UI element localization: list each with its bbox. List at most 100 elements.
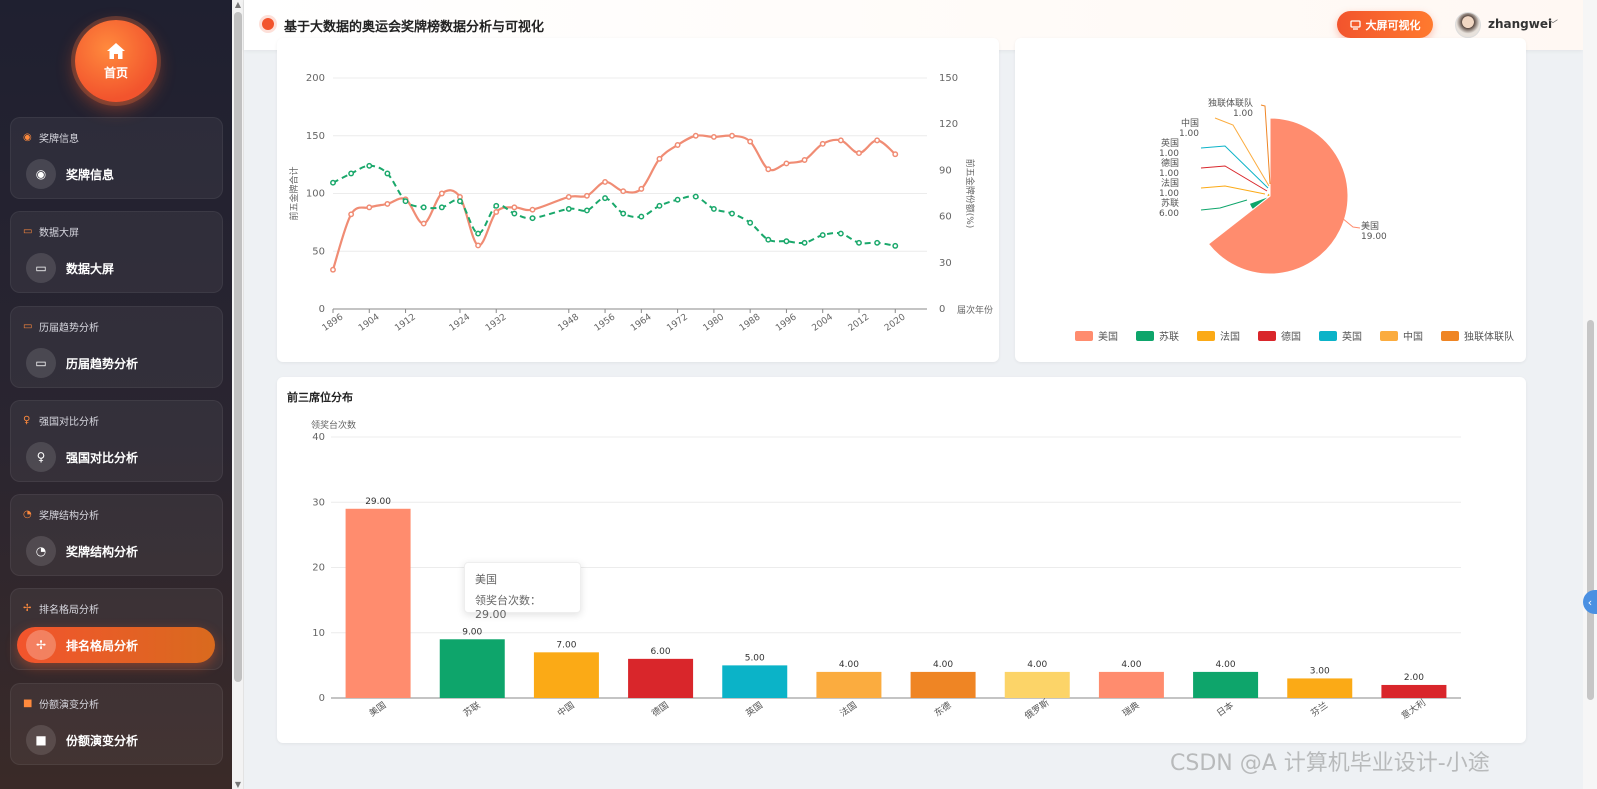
bar-value-label: 4.00 bbox=[1121, 660, 1141, 670]
y-right-tick-label: 60 bbox=[939, 212, 952, 223]
bar bbox=[1381, 684, 1447, 698]
sidebar-item-label: 奖牌信息 bbox=[66, 167, 115, 182]
medal-pie-chart: 美国19.00苏联6.00法国1.00德国1.00英国1.00中国1.00独联体… bbox=[1075, 97, 1514, 343]
scrollbar-thumb[interactable] bbox=[234, 12, 242, 682]
medal-icon: ◉ bbox=[23, 131, 32, 143]
menu-group: ▭ 数据大屏 ▭ 数据大屏 bbox=[10, 211, 223, 293]
scroll-up-icon[interactable]: ▲ bbox=[234, 0, 242, 9]
pie-leader-line bbox=[1200, 145, 1269, 189]
x-tick-label: 日本 bbox=[1214, 699, 1236, 719]
gold-total-point bbox=[529, 206, 536, 213]
pie-label-name: 中国 bbox=[1181, 117, 1199, 129]
pie-leader-line bbox=[1200, 199, 1248, 211]
page-scrollbar-thumb[interactable] bbox=[1587, 320, 1594, 700]
sidebar-item[interactable]: ▭ 数据大屏 bbox=[17, 250, 215, 286]
x-tick-label: 1932 bbox=[484, 312, 508, 333]
sidebar-item[interactable]: ◉ 奖牌信息 bbox=[17, 156, 215, 192]
bar-value-label: 5.00 bbox=[745, 653, 765, 663]
x-tick-label: 美国 bbox=[367, 699, 389, 719]
y-tick-label: 30 bbox=[312, 497, 325, 508]
chevron-down-icon[interactable]: ﹀ bbox=[1548, 20, 1558, 31]
pie-label-name: 苏联 bbox=[1161, 197, 1179, 209]
gold-total-point bbox=[583, 192, 590, 199]
x-tick-label: 1896 bbox=[321, 312, 346, 333]
sidebar-item[interactable]: ▭ 历届趋势分析 bbox=[17, 345, 215, 381]
menu-group: ◔ 奖牌结构分析 ◔ 奖牌结构分析 bbox=[10, 494, 223, 576]
pie-label-value: 19.00 bbox=[1361, 232, 1387, 242]
gold-total-point bbox=[384, 200, 391, 207]
sidebar-item-label: 历届趋势分析 bbox=[66, 356, 139, 371]
screen-icon bbox=[1349, 19, 1361, 30]
gold-total-point bbox=[874, 137, 881, 144]
gold-total-point bbox=[565, 194, 572, 200]
pie-icon: ◔ bbox=[23, 508, 32, 520]
y-tick-label: 20 bbox=[312, 563, 325, 574]
page-scrollbar[interactable] bbox=[1583, 0, 1597, 789]
gold-share-point bbox=[602, 195, 609, 202]
y-right-tick-label: 0 bbox=[939, 304, 945, 315]
legend-label: 法国 bbox=[1220, 330, 1240, 343]
sidebar-item[interactable]: ♀ 强国对比分析 bbox=[17, 439, 215, 475]
legend-swatch bbox=[1258, 331, 1276, 341]
x-tick-label: 1996 bbox=[774, 312, 799, 333]
gold-share-point bbox=[348, 170, 355, 177]
sidebar-item-label: 份额演变分析 bbox=[66, 733, 139, 748]
home-button[interactable]: 首页 bbox=[75, 20, 157, 102]
pie-label-value: 6.00 bbox=[1159, 209, 1179, 219]
x-tick-label: 东德 bbox=[932, 699, 954, 719]
menu-group: ✢ 排名格局分析 ✢ 排名格局分析 bbox=[10, 588, 223, 670]
pie-slice-ussr bbox=[1248, 195, 1271, 211]
legend-swatch bbox=[1319, 331, 1337, 341]
avatar[interactable] bbox=[1455, 12, 1481, 38]
menu-group: ◉ 奖牌信息 ◉ 奖牌信息 bbox=[10, 117, 223, 199]
pie-label-value: 1.00 bbox=[1159, 149, 1179, 159]
gold-share-line bbox=[332, 164, 896, 247]
watermark: CSDN @A 计算机毕业设计-小途 bbox=[1170, 751, 1490, 776]
x-tick-label: 2020 bbox=[883, 312, 908, 333]
collapse-chevron-icon[interactable]: ‹ bbox=[1583, 590, 1597, 614]
pie-label-name: 独联体联队 bbox=[1208, 97, 1253, 109]
pie-label-name: 德国 bbox=[1161, 157, 1179, 169]
sidebar-item[interactable]: ◔ 奖牌结构分析 bbox=[17, 533, 215, 569]
gold-share-point bbox=[692, 193, 699, 200]
tooltip-value: 领奖台次数：29.00 bbox=[475, 594, 541, 621]
home-label: 首页 bbox=[103, 65, 128, 80]
bar-value-label: 4.00 bbox=[839, 660, 859, 670]
big-screen-button[interactable]: 大屏可视化 bbox=[1337, 11, 1433, 38]
gold-total-point bbox=[602, 179, 609, 185]
bar bbox=[533, 652, 599, 698]
gold-share-point bbox=[674, 196, 681, 203]
scroll-down-icon[interactable]: ▼ bbox=[234, 780, 242, 789]
screen-icon: ▭ bbox=[26, 253, 56, 283]
sidebar-scrollbar[interactable]: ▲ ▼ bbox=[232, 0, 244, 789]
bar-value-label: 3.00 bbox=[1310, 666, 1330, 676]
gold-total-point bbox=[692, 132, 699, 139]
sidebar-item[interactable]: ✢ 排名格局分析 bbox=[17, 627, 215, 663]
gold-total-point bbox=[366, 204, 373, 211]
pie-leader-line bbox=[1200, 185, 1266, 195]
x-tick-label: 1912 bbox=[393, 312, 417, 333]
menu-group-title: ■ 份额演变分析 bbox=[23, 696, 99, 711]
gold-total-point bbox=[348, 211, 355, 218]
menu-group-title: ◉ 奖牌信息 bbox=[23, 130, 79, 145]
menu-group-label: 份额演变分析 bbox=[39, 700, 99, 711]
legend-label: 中国 bbox=[1403, 330, 1423, 343]
y-tick-label: 40 bbox=[312, 432, 325, 443]
bar-value-label: 4.00 bbox=[933, 660, 953, 670]
sidebar-item[interactable]: ■ 份额演变分析 bbox=[17, 722, 215, 758]
pie-leader-line bbox=[1260, 104, 1271, 185]
gold-share-point bbox=[475, 230, 482, 237]
bar bbox=[1193, 671, 1259, 698]
username[interactable]: zhangwei bbox=[1488, 17, 1553, 31]
pie-leader-line bbox=[1341, 217, 1361, 229]
menu-group-label: 奖牌结构分析 bbox=[39, 511, 99, 522]
bar bbox=[1004, 671, 1070, 698]
screen-icon: ▭ bbox=[26, 348, 56, 378]
bar bbox=[1098, 671, 1164, 698]
bar-value-label: 4.00 bbox=[1027, 660, 1047, 670]
y-axis-label: 前五金牌合计 bbox=[288, 166, 300, 220]
gold-total-point bbox=[765, 166, 772, 173]
gold-share-point bbox=[819, 232, 826, 239]
gold-total-point bbox=[656, 155, 663, 162]
trend-line-chart: 0 50 100 150 200 0 30 60 90 120 150 1896 1904 1912 192… bbox=[288, 73, 993, 334]
